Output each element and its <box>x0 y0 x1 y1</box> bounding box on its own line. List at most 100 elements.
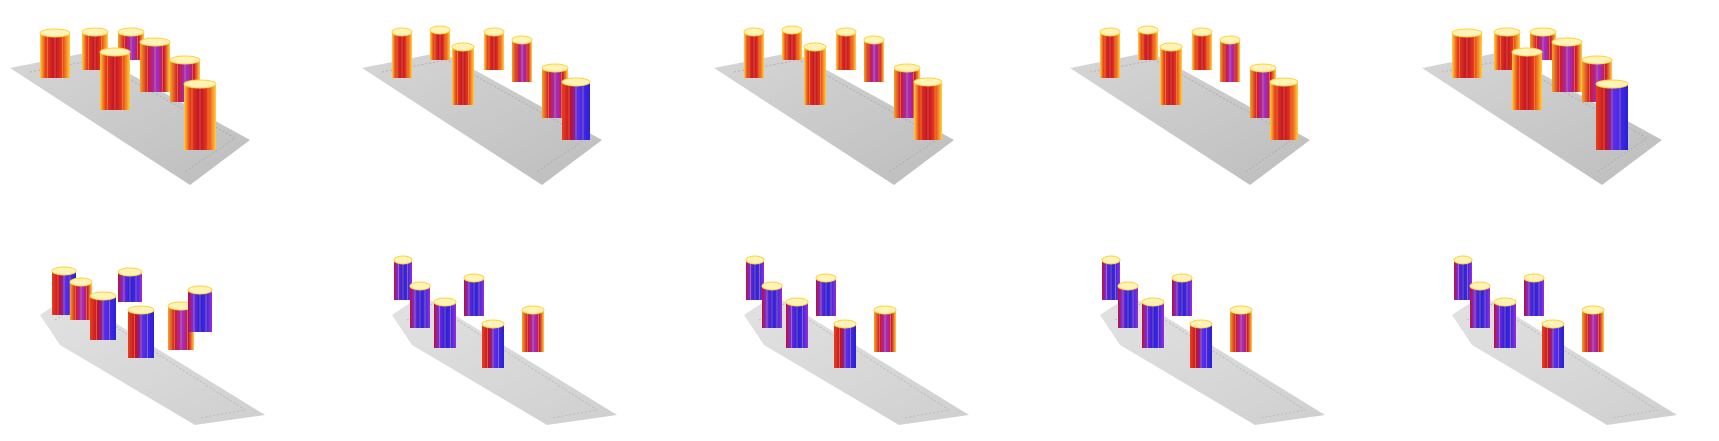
bar-column-cap <box>393 255 413 265</box>
bar-column-cap <box>1511 47 1543 57</box>
bar-column <box>1220 40 1240 82</box>
bar-column <box>410 286 430 328</box>
bar-column-cap <box>511 35 533 45</box>
floor-grid-line <box>381 59 588 173</box>
floor-grid-line <box>54 303 247 419</box>
bar-column <box>864 40 884 82</box>
bar-column-cap <box>1493 27 1521 37</box>
bar-column-cap <box>481 319 505 329</box>
bar-column-cap <box>1551 37 1583 47</box>
floor-plane <box>714 52 954 185</box>
panel-top-5 <box>1422 27 1662 185</box>
bar-column <box>834 324 856 368</box>
bar-column <box>816 278 836 316</box>
bar-column-cap <box>39 28 71 38</box>
bar-column <box>1270 82 1298 140</box>
bar-column-cap <box>1141 297 1165 307</box>
floor-grid-line <box>1114 303 1307 419</box>
bar-column-cap <box>1159 42 1183 52</box>
bar-column <box>100 52 130 110</box>
bar-column <box>1138 30 1158 60</box>
bar-column-cap <box>451 42 475 52</box>
panel-top-2 <box>362 25 602 185</box>
panel-top-3 <box>714 25 954 185</box>
bar-column <box>40 33 70 78</box>
bar-column <box>452 47 474 105</box>
bar-column <box>762 286 782 328</box>
bar-column <box>184 84 216 150</box>
bar-column-cap <box>1451 28 1483 38</box>
panel-bottom-2 <box>392 255 617 425</box>
bar-column-cap <box>51 266 77 276</box>
bar-column-cap <box>541 63 569 73</box>
bar-column-cap <box>1541 319 1565 329</box>
bar-column <box>782 30 802 60</box>
bar-column-cap <box>463 273 485 283</box>
bar-column <box>482 324 504 368</box>
bar-column-cap <box>1171 273 1193 283</box>
bar-column-cap <box>1189 319 1213 329</box>
bar-column <box>1142 302 1164 348</box>
bar-column-cap <box>1137 25 1159 35</box>
bar-column <box>1582 310 1604 352</box>
bar-column <box>464 278 484 316</box>
bar-column <box>70 282 92 320</box>
bar-column-cap <box>169 55 201 65</box>
bar-column <box>1160 47 1182 105</box>
bar-column-cap <box>1229 305 1253 315</box>
bar-column <box>746 260 764 300</box>
bar-column-cap <box>1219 35 1241 45</box>
floor-plane <box>362 52 602 185</box>
bar-column <box>786 302 808 348</box>
bar-column <box>1470 286 1490 328</box>
panel-top-1 <box>10 27 250 185</box>
bar-column-cap <box>1101 255 1121 265</box>
bar-column <box>128 310 154 358</box>
bar-column <box>1230 310 1252 352</box>
bar-column-cap <box>1249 63 1277 73</box>
bar-column-cap <box>183 79 217 89</box>
bar-column <box>914 82 942 140</box>
bar-column-cap <box>743 27 765 37</box>
bar-column-cap <box>893 63 921 73</box>
bar-column-cap <box>1529 27 1557 37</box>
floor-grid-line <box>758 303 951 419</box>
bar-column-cap <box>69 277 93 287</box>
bar-column-cap <box>433 297 457 307</box>
bar-column-cap <box>781 25 803 35</box>
bar-column-cap <box>1523 273 1545 283</box>
bar-column <box>394 260 412 300</box>
bar-column <box>804 47 826 105</box>
bar-column <box>1524 278 1544 316</box>
bar-column <box>522 310 544 352</box>
bar-column-cap <box>429 25 451 35</box>
bar-column <box>1190 324 1212 368</box>
bar-column-cap <box>391 27 413 37</box>
bar-column <box>1596 84 1628 150</box>
bar-column-cap <box>1269 77 1299 87</box>
bar-column-cap <box>1099 27 1121 37</box>
panel-bottom-5 <box>1452 255 1677 425</box>
bar-column-cap <box>873 305 897 315</box>
bar-column-cap <box>815 273 837 283</box>
floor-grid-line <box>733 59 940 173</box>
bar-column <box>744 32 764 78</box>
bar-column <box>140 42 170 92</box>
panel-bottom-3 <box>744 255 969 425</box>
bar-column <box>1172 278 1192 316</box>
bar-column-cap <box>117 267 143 277</box>
bar-column <box>1542 324 1564 368</box>
bar-column-cap <box>561 77 591 87</box>
bar-column-cap <box>835 27 857 37</box>
bar-column <box>1512 52 1542 110</box>
panel-top-4 <box>1070 25 1310 185</box>
bar-column <box>484 32 504 70</box>
bar-column-cap <box>409 281 431 291</box>
bar-column <box>90 296 116 340</box>
bar-column <box>1118 286 1138 328</box>
bar-column-cap <box>1595 79 1629 89</box>
bar-column-cap <box>139 37 171 47</box>
floor-grid-line <box>1089 59 1296 173</box>
bar-column <box>1454 260 1472 300</box>
